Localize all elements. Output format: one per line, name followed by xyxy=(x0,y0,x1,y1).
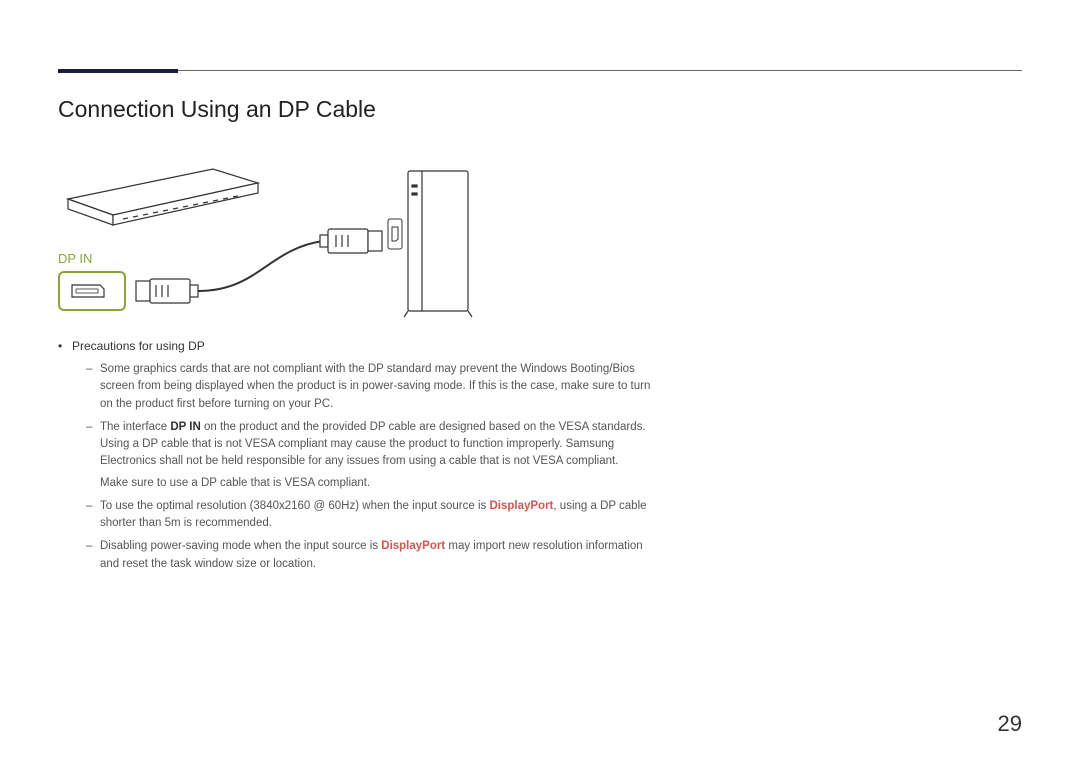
highlight-term: DisplayPort xyxy=(489,500,553,512)
connection-diagram: DP IN xyxy=(58,141,488,321)
dp-plug-right-icon xyxy=(320,229,382,253)
bold-term: DP IN xyxy=(170,421,200,433)
flat-device-icon xyxy=(68,169,258,225)
precaution-item: To use the optimal resolution (3840x2160… xyxy=(86,498,651,533)
dp-in-label: DP IN xyxy=(58,251,92,266)
precaution-item: The interface DP IN on the product and t… xyxy=(86,419,651,492)
page-number: 29 xyxy=(998,711,1022,737)
pc-dp-port-icon xyxy=(388,219,402,249)
precaution-extra: Make sure to use a DP cable that is VESA… xyxy=(100,475,651,492)
section-title: Connection Using an DP Cable xyxy=(58,96,1022,123)
precautions-list: Some graphics cards that are not complia… xyxy=(86,361,651,573)
precaution-text: To use the optimal resolution (3840x2160… xyxy=(100,500,489,512)
precaution-item: Disabling power-saving mode when the inp… xyxy=(86,538,651,573)
precaution-text: Some graphics cards that are not complia… xyxy=(100,363,650,410)
pc-case-icon xyxy=(404,171,472,317)
precautions-heading: Precautions for using DP xyxy=(72,339,1022,353)
precaution-text: Disabling power-saving mode when the inp… xyxy=(100,540,381,552)
dp-plug-left-icon xyxy=(136,279,198,303)
precaution-item: Some graphics cards that are not complia… xyxy=(86,361,651,413)
header-accent-bar xyxy=(58,69,178,73)
dp-cable-icon xyxy=(198,241,323,291)
highlight-term: DisplayPort xyxy=(381,540,445,552)
dp-in-port-outline xyxy=(58,271,126,311)
header-rule xyxy=(58,70,1022,71)
precaution-text: The interface xyxy=(100,421,170,433)
page-content: Connection Using an DP Cable xyxy=(58,96,1022,579)
